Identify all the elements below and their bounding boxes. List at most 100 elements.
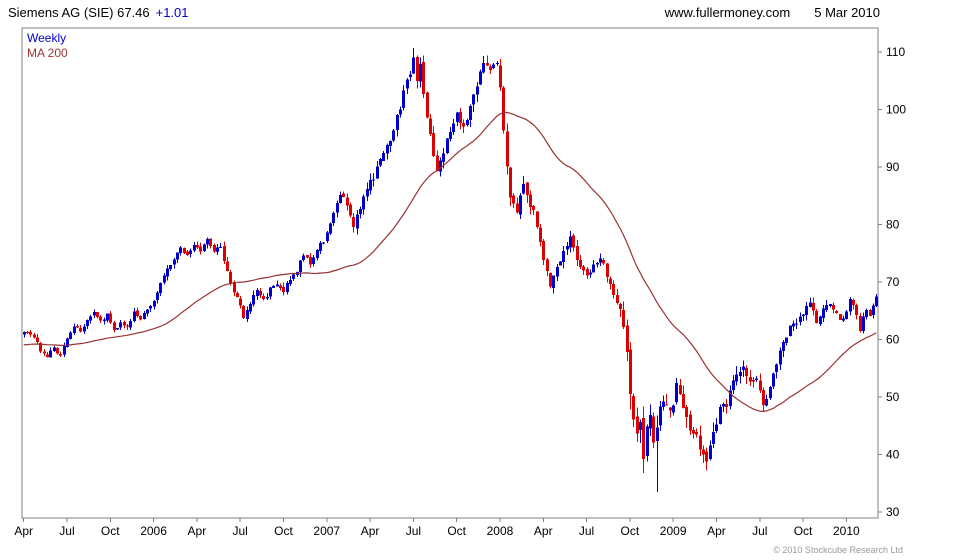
candle-body	[306, 255, 309, 258]
candle-body	[103, 319, 106, 322]
candle-body	[99, 316, 102, 321]
candle-body	[106, 313, 109, 321]
candle-body	[289, 280, 292, 284]
candle-body	[599, 258, 602, 263]
candle-body	[219, 246, 222, 248]
candle-body	[329, 223, 332, 234]
candle-body	[386, 144, 389, 154]
candle-body	[832, 305, 835, 310]
candle-body	[402, 90, 405, 108]
candle-body	[252, 295, 255, 305]
candle-body	[89, 316, 92, 321]
candle-body	[286, 283, 289, 292]
candle-body	[785, 337, 788, 344]
candle-body	[559, 261, 562, 266]
candle-body	[446, 138, 449, 153]
y-tick-label: 110	[886, 45, 905, 59]
x-tick-label: 2009	[660, 524, 687, 538]
candle-body	[679, 385, 682, 394]
candle-body	[422, 61, 425, 94]
candle-body	[326, 232, 329, 241]
candle-body	[432, 133, 435, 157]
candle-body	[725, 404, 728, 407]
candle-body	[33, 334, 36, 338]
candle-body	[875, 296, 878, 306]
candle-body	[616, 295, 619, 303]
candle-body	[522, 183, 525, 194]
y-tick-label: 80	[886, 218, 900, 232]
candle-body	[835, 311, 838, 313]
candle-body	[189, 250, 192, 255]
candle-body	[376, 166, 379, 179]
candle-body	[116, 328, 119, 330]
candle-body	[486, 63, 489, 66]
chart-header: Siemens AG (SIE) 67.46 +1.01 www.fullerm…	[8, 2, 880, 22]
candle-body	[179, 247, 182, 253]
x-tick-label: Oct	[794, 524, 813, 538]
candle-body	[496, 62, 499, 64]
y-tick-label: 30	[886, 505, 900, 519]
candle-body	[682, 394, 685, 408]
candle-body	[619, 304, 622, 309]
candle-body	[43, 351, 46, 354]
x-tick-label: Apr	[361, 524, 380, 538]
candle-body	[209, 238, 212, 246]
candle-body	[542, 241, 545, 261]
candle-body	[692, 430, 695, 434]
candle-body	[229, 271, 232, 284]
candle-body	[309, 256, 312, 265]
candle-body	[366, 188, 369, 197]
candle-body	[69, 332, 72, 339]
candle-body	[59, 353, 62, 356]
candle-body	[362, 196, 365, 210]
candle-body	[352, 217, 355, 228]
candle-body	[392, 130, 395, 141]
candles-layer	[23, 48, 878, 492]
candle-body	[339, 195, 342, 203]
candle-body	[299, 260, 302, 273]
candle-body	[63, 346, 66, 355]
candle-body	[83, 326, 86, 332]
candle-body	[79, 328, 82, 332]
y-axis-labels: 30 40 50 60 70 80 90 100 110	[878, 45, 906, 519]
website-link[interactable]: www.fullermoney.com	[664, 4, 791, 20]
candle-body	[819, 316, 822, 325]
candle-body	[839, 314, 842, 320]
candle-body	[849, 299, 852, 312]
candle-body	[469, 106, 472, 120]
candle-body	[862, 316, 865, 332]
candle-body	[735, 374, 738, 382]
candle-body	[789, 325, 792, 336]
candle-body	[516, 203, 519, 213]
candle-body	[512, 195, 515, 204]
candle-body	[193, 245, 196, 251]
candle-body	[302, 255, 305, 261]
candle-body	[436, 155, 439, 171]
candle-body	[156, 292, 159, 301]
candle-body	[872, 305, 875, 315]
candle-body	[93, 311, 96, 316]
candle-body	[502, 87, 505, 131]
candle-body	[136, 310, 139, 316]
candle-body	[822, 308, 825, 318]
candle-body	[592, 264, 595, 273]
candle-body	[166, 268, 169, 277]
candle-body	[356, 214, 359, 229]
candle-body	[46, 354, 49, 357]
candle-body	[246, 310, 249, 319]
candle-body	[576, 245, 579, 260]
candle-body	[459, 112, 462, 123]
candle-body	[865, 309, 868, 317]
candle-body	[86, 320, 89, 326]
candle-body	[26, 332, 29, 334]
candle-body	[139, 315, 142, 320]
candle-body	[829, 304, 832, 307]
x-tick-label: 2008	[487, 524, 514, 538]
candle-body	[639, 421, 642, 431]
candle-body	[262, 296, 265, 299]
candle-body	[709, 445, 712, 459]
y-tick-label: 40	[886, 448, 900, 462]
candle-body	[409, 74, 412, 78]
candle-body	[629, 349, 632, 395]
